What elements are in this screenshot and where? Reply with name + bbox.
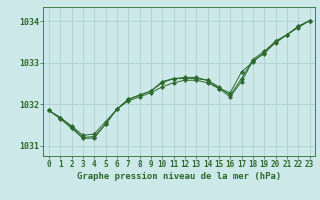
X-axis label: Graphe pression niveau de la mer (hPa): Graphe pression niveau de la mer (hPa) (77, 172, 281, 181)
